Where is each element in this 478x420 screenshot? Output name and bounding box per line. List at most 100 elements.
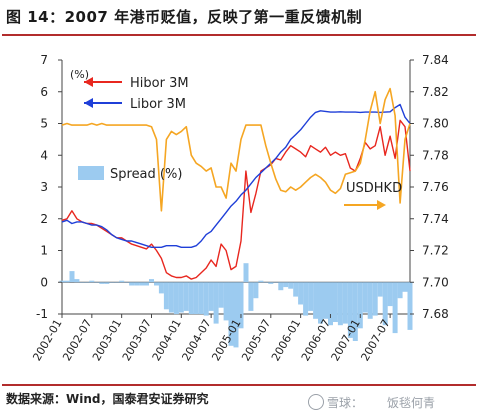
spread-bar <box>119 280 125 283</box>
spread-bar <box>188 282 194 315</box>
left-tick-label: 0 <box>40 275 48 289</box>
spread-bar <box>99 282 105 284</box>
series-line-usdhkd <box>61 87 411 212</box>
spread-bar <box>372 282 378 316</box>
spread-bar <box>313 282 319 319</box>
spread-bar <box>198 282 204 315</box>
spread-bar <box>263 282 269 283</box>
spread-bar <box>407 282 413 330</box>
spread-bar <box>173 282 179 315</box>
snowball-logo-icon <box>308 394 324 410</box>
spread-bar <box>288 282 294 289</box>
spread-bar <box>84 282 90 283</box>
right-tick-label: 7.68 <box>422 307 449 321</box>
spread-bar <box>149 279 154 283</box>
series-line-libor-3m <box>61 103 411 248</box>
spread-bar <box>79 282 85 283</box>
spread-bar <box>318 282 323 324</box>
watermark: 雪球： 饭毯何青 <box>308 394 435 411</box>
legend-label-spread: Spread (%) <box>110 167 182 182</box>
legend-swatch-spread <box>78 166 104 180</box>
spread-bar <box>332 282 338 322</box>
spread-bar <box>308 282 314 311</box>
spread-bar <box>352 282 358 341</box>
legend-label-libor: Libor 3M <box>130 97 186 112</box>
left-tick-label: 1 <box>40 244 48 258</box>
spread-bar <box>154 282 159 286</box>
spread-bar <box>233 282 239 348</box>
right-tick-label: 7.70 <box>422 275 449 289</box>
watermark-author: 饭毯何青 <box>387 396 436 410</box>
spread-bar <box>168 282 174 313</box>
spread-bar <box>114 282 120 283</box>
left-tick-label: 7 <box>40 53 48 67</box>
spread-bar <box>357 282 363 329</box>
right-tick-label: 7.78 <box>422 148 449 162</box>
spread-bar <box>134 282 140 286</box>
spread-bar <box>248 282 254 311</box>
spread-bar <box>367 282 373 319</box>
spread-bar <box>362 282 368 313</box>
series-line-hibor-3m <box>61 119 411 280</box>
spread-bar <box>402 282 408 292</box>
spread-bar <box>158 282 164 294</box>
spread-bar <box>144 282 149 286</box>
spread-bar <box>193 282 199 315</box>
spread-bar <box>94 282 100 283</box>
spread-bar <box>397 282 403 299</box>
spread-bar <box>347 282 353 338</box>
spread-bar <box>129 282 135 286</box>
spread-bar <box>183 282 189 311</box>
spread-bar <box>283 282 289 288</box>
legend-arrow-icon <box>84 98 93 108</box>
legend-label-hibor: Hibor 3M <box>130 76 189 91</box>
spread-bar <box>382 282 388 326</box>
left-tick-label: -1 <box>36 307 48 321</box>
annotation-arrow-icon <box>377 200 386 210</box>
spread-bar <box>228 282 234 346</box>
spread-bar <box>104 282 110 284</box>
spread-bar <box>258 280 264 283</box>
spread-bar <box>323 282 328 319</box>
spread-bar <box>139 282 145 286</box>
spread-bar <box>74 279 80 283</box>
spread-bar <box>89 280 95 283</box>
spread-bar <box>213 282 219 324</box>
rate-chart: -1 0 1 2 3 4 5 6 7 (%) 7.68 7.70 7.72 7.74 7.76 7.78 7.8… <box>30 53 449 363</box>
spread-bar <box>223 282 229 321</box>
left-tick-label: 6 <box>40 85 48 99</box>
right-tick-label: 7.72 <box>422 244 449 258</box>
figure-title: 图 14：2007 年港币贬值，反映了第一重反馈机制 <box>6 8 363 26</box>
legend-arrow-icon <box>84 77 93 87</box>
footer-rule <box>2 384 476 386</box>
spread-bar <box>163 282 169 310</box>
spread-bar <box>203 282 209 316</box>
spread-bar <box>392 282 398 334</box>
spread-bar <box>377 282 383 297</box>
right-tick-label: 7.80 <box>422 117 449 131</box>
left-axis-unit: (%) <box>70 68 89 81</box>
right-tick-label: 7.84 <box>422 53 449 67</box>
spread-bar <box>273 282 279 283</box>
right-tick-label: 7.82 <box>422 85 449 99</box>
spread-bar <box>218 282 224 308</box>
spread-bar <box>59 280 65 283</box>
right-tick-label: 7.76 <box>422 180 449 194</box>
spread-bar <box>342 282 348 324</box>
spread-bar <box>243 263 249 283</box>
spread-bar <box>303 282 309 316</box>
spread-bar <box>328 282 333 326</box>
spread-bar <box>293 282 299 297</box>
spread-bar <box>387 282 393 307</box>
annotation-usdhkd: USDHKD <box>346 181 402 196</box>
spread-bar <box>178 282 184 313</box>
left-tick-label: 5 <box>40 117 48 131</box>
left-tick-label: 4 <box>40 148 48 162</box>
source-note: 数据来源：Wind，国泰君安证券研究 <box>6 392 209 406</box>
left-tick-label: 2 <box>40 212 48 226</box>
spread-bar <box>208 282 214 311</box>
spread-bar <box>337 282 343 326</box>
title-rule <box>2 34 476 36</box>
spread-bar <box>253 282 259 299</box>
spread-bar <box>238 282 244 329</box>
